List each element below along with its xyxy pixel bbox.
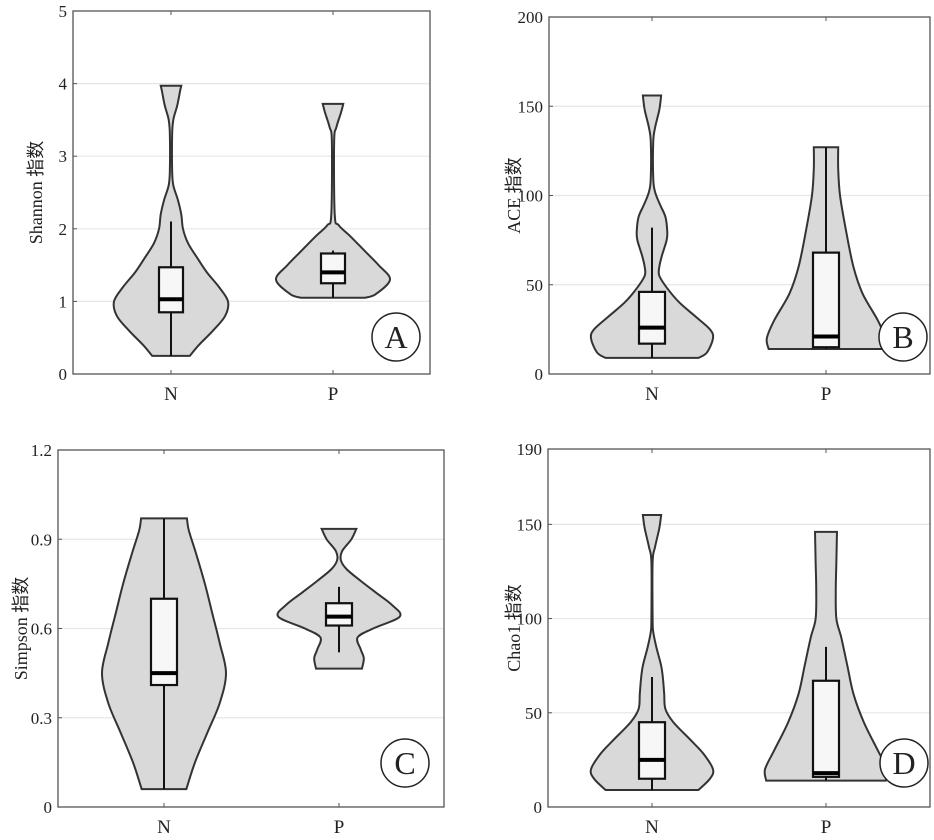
y-tick-label: 0 bbox=[535, 365, 544, 384]
plot-frame bbox=[57, 449, 445, 808]
violin-n bbox=[589, 513, 715, 792]
panel-label: D bbox=[892, 745, 915, 781]
y-tick-label: 150 bbox=[517, 515, 543, 534]
y-tick-label: 190 bbox=[517, 440, 543, 459]
y-tick-label: 0.3 bbox=[31, 709, 52, 728]
x-tick-label: P bbox=[821, 384, 832, 405]
y-tick-label: 0.6 bbox=[31, 620, 52, 639]
panel-label-circle bbox=[371, 312, 421, 362]
y-tick-label: 2 bbox=[59, 220, 68, 239]
iqr-box bbox=[157, 266, 185, 314]
y-tick-label: 4 bbox=[59, 75, 68, 94]
y-tick-label: 100 bbox=[518, 187, 544, 206]
x-tick-label: P bbox=[334, 817, 345, 838]
y-tick-label: 50 bbox=[525, 704, 542, 723]
y-tick-label: 0 bbox=[534, 798, 543, 817]
violin-n bbox=[589, 94, 715, 359]
x-tick-label: N bbox=[645, 384, 659, 405]
panel-label-circle bbox=[879, 738, 929, 788]
x-tick-label: N bbox=[157, 817, 171, 838]
iqr-box bbox=[324, 602, 354, 627]
panel-label-circle bbox=[380, 738, 430, 788]
y-axis-label: Chao1 指数 bbox=[504, 584, 524, 672]
panel-b: 0 50 100 150 200 ACE 指数 N P B bbox=[504, 8, 931, 405]
violin-p bbox=[276, 527, 402, 670]
y-tick-label: 5 bbox=[59, 2, 68, 21]
y-tick-label: 100 bbox=[517, 610, 543, 629]
y-tick-label: 0 bbox=[44, 798, 53, 817]
panel-label: C bbox=[394, 745, 415, 781]
violin-body bbox=[112, 84, 230, 357]
iqr-box bbox=[637, 721, 667, 780]
x-tick-label: N bbox=[645, 817, 659, 838]
y-tick-label: 50 bbox=[526, 276, 543, 295]
iqr-box bbox=[811, 679, 841, 778]
plot-frame bbox=[72, 10, 431, 375]
y-tick-label: 3 bbox=[59, 147, 68, 166]
panel-label: A bbox=[384, 319, 407, 355]
x-tick-label: N bbox=[164, 384, 178, 405]
y-tick-label: 0.9 bbox=[31, 530, 52, 549]
plot-frame bbox=[548, 16, 931, 375]
y-tick-label: 0 bbox=[59, 365, 68, 384]
panel-c: 0 0.3 0.6 0.9 1.2 Simpson 指数 N P C bbox=[11, 441, 445, 838]
violin-p bbox=[763, 530, 889, 782]
iqr-box bbox=[637, 290, 667, 345]
y-tick-label: 150 bbox=[518, 97, 544, 116]
y-tick-label: 200 bbox=[518, 8, 544, 27]
violin-n bbox=[112, 84, 230, 357]
violin-p bbox=[275, 102, 391, 299]
violin-n bbox=[100, 517, 228, 791]
panel-label: B bbox=[892, 319, 913, 355]
violin-p bbox=[765, 146, 887, 351]
violin-body bbox=[589, 94, 715, 359]
iqr-box bbox=[149, 597, 179, 687]
panel-d: 0 50 100 150 190 Chao1 指数 N P D bbox=[504, 440, 931, 838]
y-axis-label: ACE 指数 bbox=[504, 157, 524, 234]
panel-a: 0 1 2 3 4 5 Shannon 指数 N P A bbox=[26, 2, 431, 405]
violin-body bbox=[589, 513, 715, 792]
x-tick-label: P bbox=[821, 817, 832, 838]
iqr-box bbox=[811, 251, 841, 349]
y-tick-label: 1 bbox=[59, 292, 68, 311]
x-tick-label: P bbox=[328, 384, 339, 405]
y-axis-label: Shannon 指数 bbox=[26, 141, 46, 245]
y-axis-label: Simpson 指数 bbox=[11, 577, 31, 681]
panel-label-circle bbox=[878, 312, 928, 362]
y-tick-label: 1.2 bbox=[31, 441, 52, 460]
iqr-box bbox=[319, 252, 347, 285]
plot-frame bbox=[547, 448, 931, 808]
violin-body bbox=[275, 102, 391, 299]
